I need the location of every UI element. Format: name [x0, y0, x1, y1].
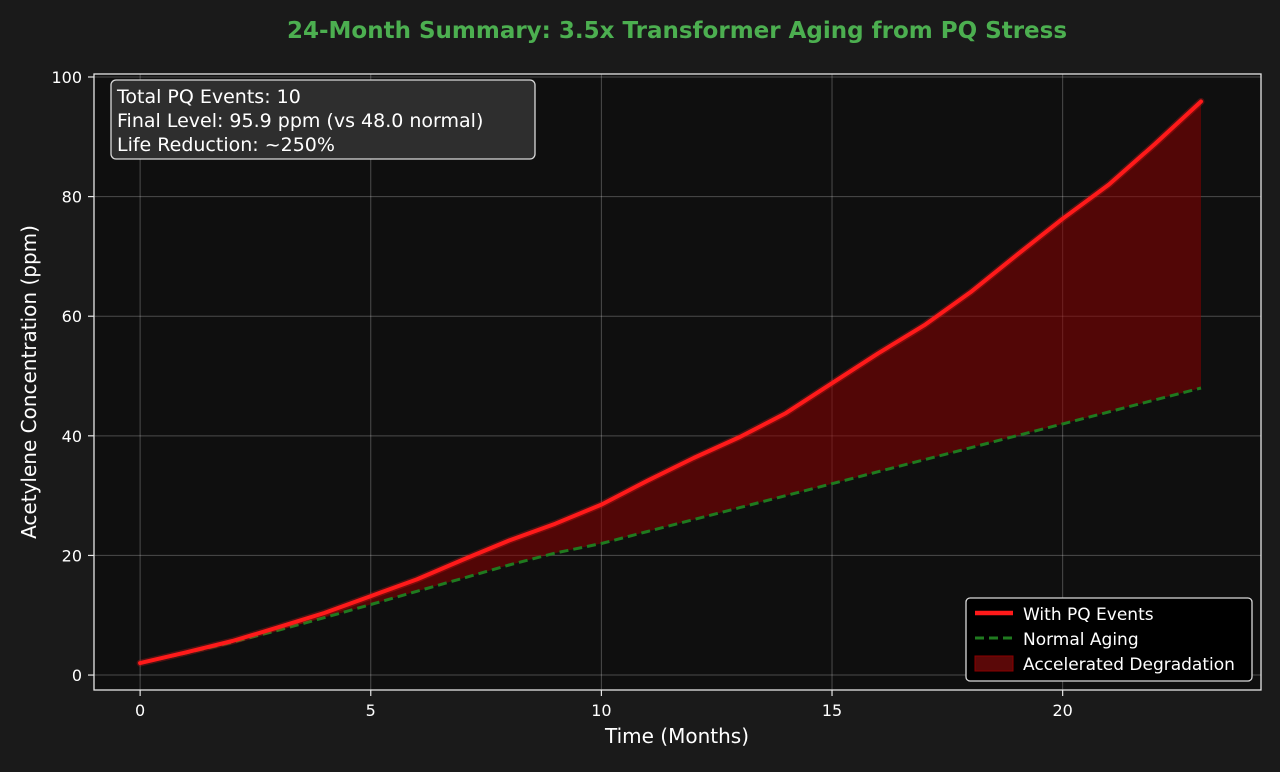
annotation-line-final: Final Level: 95.9 ppm (vs 48.0 normal): [117, 110, 483, 132]
x-tick-label: 15: [822, 701, 842, 720]
series-normal-aging: [139, 386, 1202, 665]
series-pq-events: [138, 99, 1203, 666]
x-axis-label: Time (Months): [604, 724, 749, 748]
series-layer: [136, 98, 1205, 667]
fill-accelerated-degradation: [140, 101, 1202, 664]
legend-label-normal-aging: Normal Aging: [1023, 630, 1139, 650]
y-tick-label: 80: [62, 188, 82, 207]
x-tick-label: 5: [366, 701, 376, 720]
chart-title: 24-Month Summary: 3.5x Transformer Aging…: [287, 18, 1067, 44]
y-tick-label: 0: [72, 666, 82, 685]
y-tick-label: 60: [62, 307, 82, 326]
annotation-box: Total PQ Events: 10 Final Level: 95.9 pp…: [110, 79, 536, 160]
x-axis: 0 5 10 15 20: [135, 690, 1073, 720]
fill-layer: [140, 101, 1202, 664]
legend-frame: [965, 597, 1253, 682]
legend-swatch-degradation: [974, 655, 1014, 672]
y-axis: 0 20 40 60 80 100: [51, 68, 94, 685]
plot-frame: [93, 73, 1262, 691]
x-tick-label: 10: [591, 701, 611, 720]
annotation-line-life: Life Reduction: ~250%: [117, 134, 335, 156]
y-tick-label: 100: [51, 68, 82, 87]
x-tick-label: 20: [1052, 701, 1072, 720]
annotation-line-events: Total PQ Events: 10: [116, 86, 301, 108]
y-tick-label: 20: [62, 546, 82, 565]
legend: With PQ Events Normal Aging Accelerated …: [965, 597, 1253, 682]
legend-label-pq-events: With PQ Events: [1023, 605, 1154, 625]
y-tick-label: 40: [62, 427, 82, 446]
annotation-frame: [110, 79, 536, 160]
x-tick-label: 0: [135, 701, 145, 720]
y-axis-label: Acetylene Concentration (ppm): [17, 225, 41, 539]
legend-label-degradation: Accelerated Degradation: [1023, 655, 1235, 675]
